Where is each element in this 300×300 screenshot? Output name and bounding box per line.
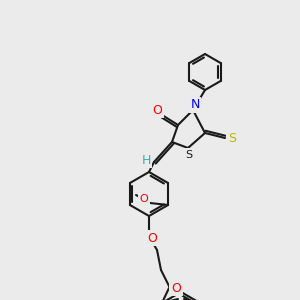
- Text: O: O: [147, 232, 157, 244]
- Text: S: S: [185, 150, 193, 160]
- Text: O: O: [171, 281, 181, 295]
- Text: H: H: [141, 154, 151, 166]
- Text: N: N: [190, 98, 200, 112]
- Text: O: O: [152, 103, 162, 116]
- Text: O: O: [140, 194, 148, 204]
- Text: S: S: [228, 133, 236, 146]
